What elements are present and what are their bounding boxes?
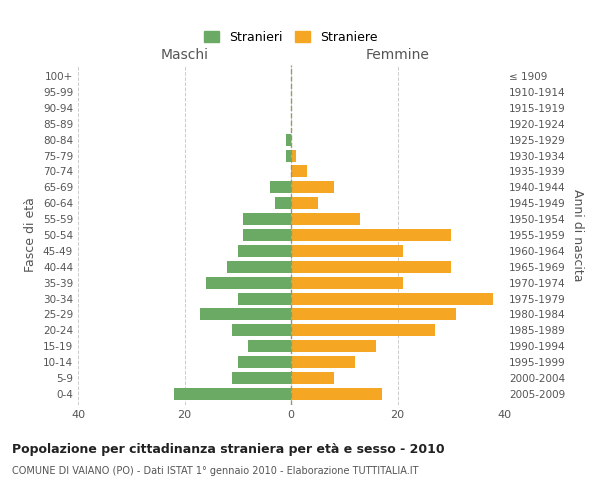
Bar [174, 388, 291, 400]
Text: Maschi: Maschi [161, 48, 209, 62]
Bar [227, 261, 291, 272]
Bar [248, 340, 291, 352]
Bar [206, 276, 291, 288]
Bar [291, 166, 307, 177]
Text: Popolazione per cittadinanza straniera per età e sesso - 2010: Popolazione per cittadinanza straniera p… [12, 442, 445, 456]
Y-axis label: Fasce di età: Fasce di età [25, 198, 37, 272]
Bar [291, 182, 334, 194]
Text: Femmine: Femmine [365, 48, 430, 62]
Bar [291, 229, 451, 241]
Bar [270, 182, 291, 194]
Bar [291, 340, 376, 352]
Bar [291, 292, 493, 304]
Bar [291, 356, 355, 368]
Bar [291, 388, 382, 400]
Text: COMUNE DI VAIANO (PO) - Dati ISTAT 1° gennaio 2010 - Elaborazione TUTTITALIA.IT: COMUNE DI VAIANO (PO) - Dati ISTAT 1° ge… [12, 466, 419, 476]
Bar [291, 261, 451, 272]
Bar [291, 213, 360, 225]
Bar [238, 292, 291, 304]
Bar [275, 198, 291, 209]
Bar [286, 134, 291, 145]
Bar [232, 372, 291, 384]
Bar [291, 372, 334, 384]
Bar [291, 245, 403, 257]
Y-axis label: Anni di nascita: Anni di nascita [571, 188, 584, 281]
Bar [238, 356, 291, 368]
Bar [291, 276, 403, 288]
Bar [291, 308, 456, 320]
Bar [291, 324, 435, 336]
Bar [286, 150, 291, 162]
Bar [243, 229, 291, 241]
Bar [238, 245, 291, 257]
Bar [232, 324, 291, 336]
Bar [291, 150, 296, 162]
Legend: Stranieri, Straniere: Stranieri, Straniere [200, 27, 382, 48]
Bar [291, 198, 317, 209]
Bar [200, 308, 291, 320]
Bar [243, 213, 291, 225]
